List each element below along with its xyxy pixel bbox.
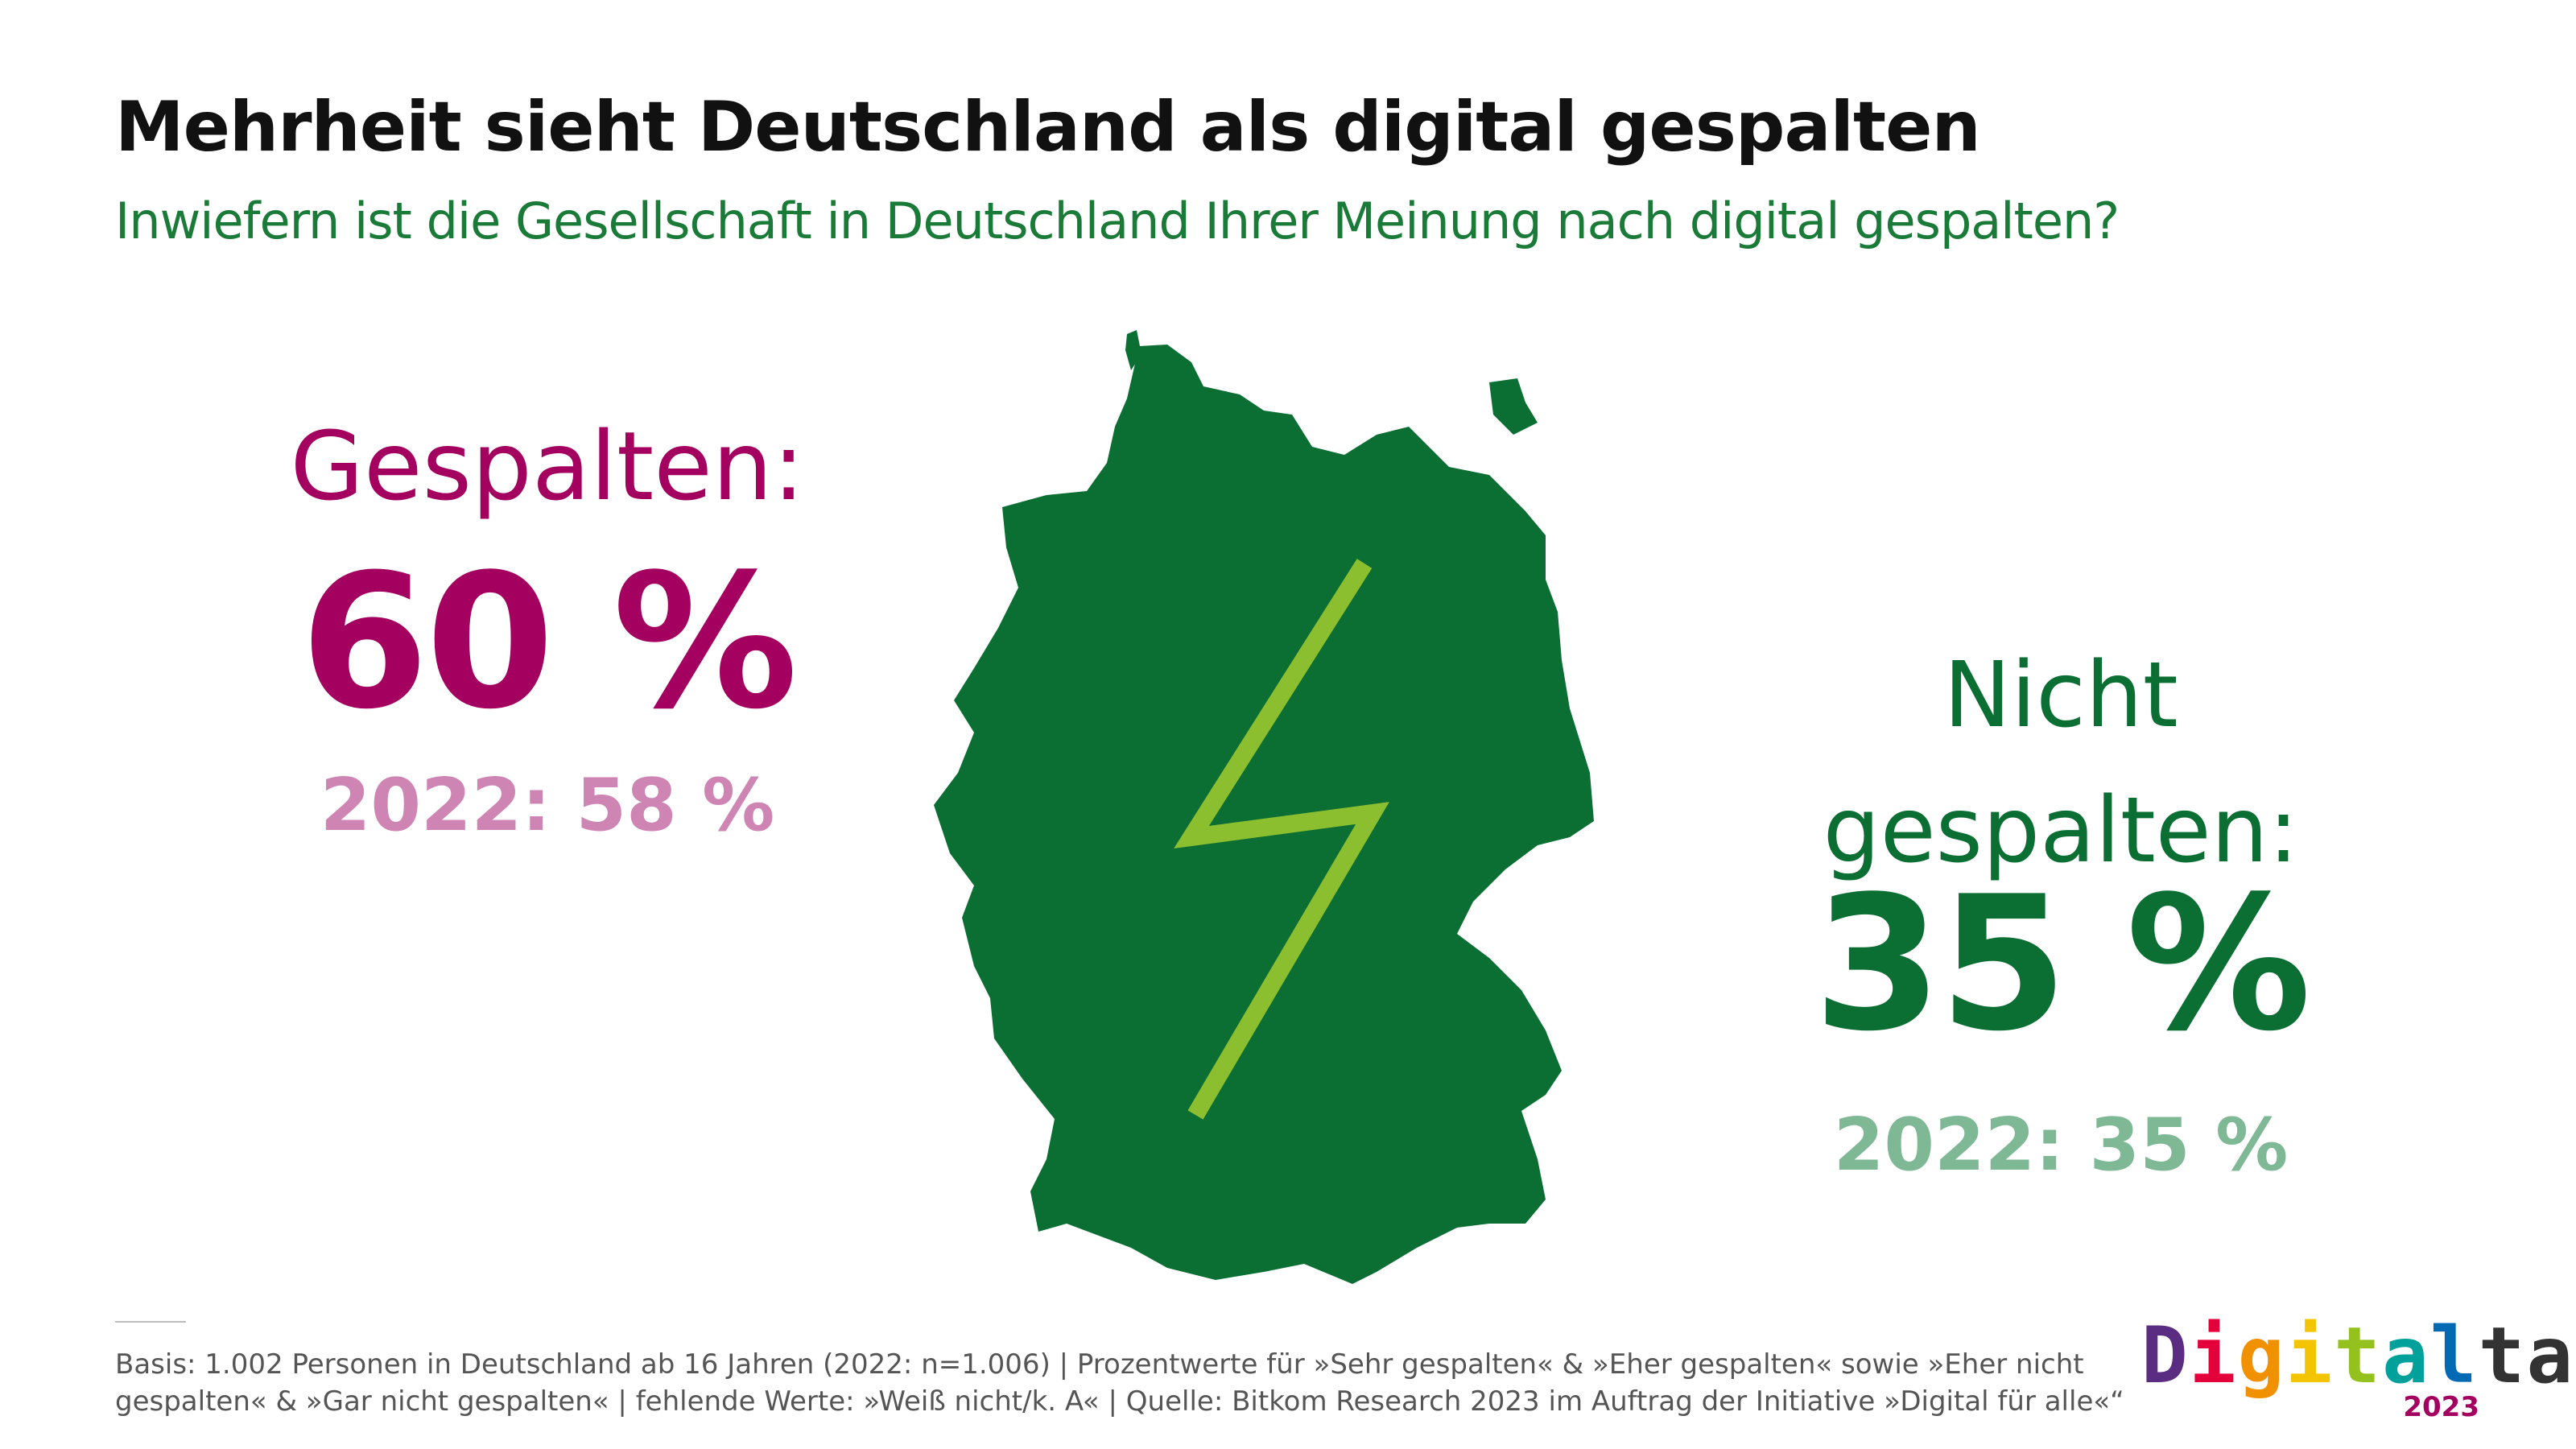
logo-wordmark: Digitaltag xyxy=(2141,1311,2576,1401)
logo-letter: a xyxy=(2381,1311,2430,1401)
footnote: Basis: 1.002 Personen in Deutschland ab … xyxy=(115,1346,2128,1420)
island-north xyxy=(1125,330,1141,370)
logo-letter: l xyxy=(2429,1311,2479,1401)
page-subtitle: Inwiefern ist die Gesellschaft in Deutsc… xyxy=(115,192,2120,250)
logo-letter: g xyxy=(2574,1311,2576,1401)
logo-letter: g xyxy=(2237,1311,2286,1401)
logo-letter: D xyxy=(2141,1311,2190,1401)
nicht-gespalten-label-line1: Nicht xyxy=(1943,643,2178,748)
gespalten-value: 60 % xyxy=(299,535,799,750)
digitaltag-logo: Digitaltag 2023 xyxy=(2141,1311,2576,1423)
nicht-gespalten-label: Nicht gespalten: xyxy=(1771,628,2351,898)
page-title: Mehrheit sieht Deutschland als digital g… xyxy=(115,87,1981,167)
gespalten-label: Gespalten: xyxy=(290,411,805,522)
gespalten-2022-value: 2022: 58 % xyxy=(320,763,775,848)
nicht-gespalten-value: 35 % xyxy=(1813,857,2312,1072)
lightning-bolt xyxy=(1174,559,1389,1120)
nicht-gespalten-2022-value: 2022: 35 % xyxy=(1833,1103,2289,1187)
logo-letter: a xyxy=(2526,1311,2575,1401)
logo-letter: t xyxy=(2334,1311,2382,1401)
footnote-line1: Basis: 1.002 Personen in Deutschland ab … xyxy=(115,1348,2084,1381)
logo-year: 2023 xyxy=(2403,1391,2479,1423)
footnote-line2: gespalten« & »Gar nicht gespalten« | feh… xyxy=(115,1385,2124,1418)
logo-letter: i xyxy=(2189,1311,2238,1401)
nicht-gespalten-label-line2: gespalten: xyxy=(1823,778,2299,883)
germany-shape xyxy=(934,345,1594,1284)
germany-map xyxy=(934,330,1594,1284)
island-east xyxy=(1489,378,1538,435)
logo-letter: i xyxy=(2285,1311,2334,1401)
footnote-divider xyxy=(115,1321,186,1323)
logo-letter: t xyxy=(2478,1311,2527,1401)
